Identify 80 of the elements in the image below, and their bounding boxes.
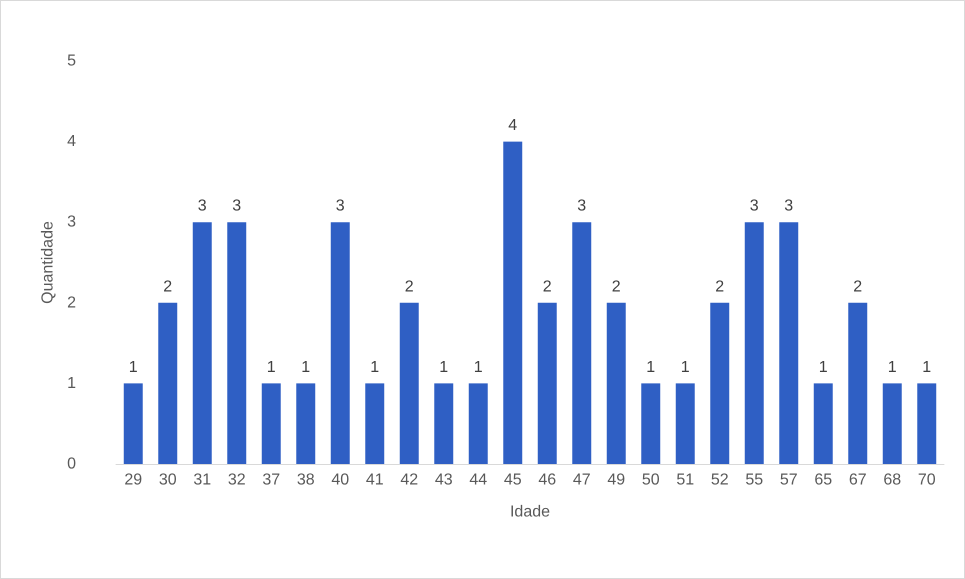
x-tick-label: 37 [262, 472, 280, 488]
x-tick-label: 32 [228, 472, 246, 488]
data-label: 1 [301, 358, 310, 376]
bar [882, 383, 902, 464]
x-tick-label: 31 [193, 472, 212, 488]
x-tick-label: 49 [607, 472, 626, 488]
bar [538, 302, 557, 464]
bar [572, 222, 592, 464]
data-label: 1 [922, 358, 932, 376]
data-label: 1 [888, 358, 897, 376]
y-tick-label: 4 [67, 133, 76, 150]
x-tick-label: 45 [504, 472, 522, 488]
bar [676, 383, 695, 464]
y-axis-title: Quantidade [40, 221, 57, 304]
data-label: 3 [336, 198, 345, 215]
data-label: 1 [439, 358, 448, 376]
x-tick-label: 47 [572, 472, 591, 488]
x-tick-label: 55 [745, 472, 764, 488]
x-tick-label: 51 [676, 472, 694, 488]
data-label: 1 [128, 358, 138, 376]
bar [503, 142, 522, 464]
data-label: 3 [784, 198, 794, 215]
data-label: 2 [715, 278, 724, 296]
x-tick-label: 57 [780, 472, 798, 488]
bar [262, 383, 281, 464]
bar [434, 383, 454, 464]
bar [296, 383, 316, 464]
data-label: 2 [542, 278, 552, 296]
x-tick-label: 46 [538, 472, 556, 488]
x-axis-title: Idade [510, 504, 550, 520]
data-label: 1 [266, 358, 276, 376]
bar [227, 222, 246, 464]
x-tick-label: 29 [124, 472, 142, 488]
bar [814, 383, 833, 464]
x-tick-label: 65 [814, 472, 832, 488]
x-tick-label: 44 [469, 472, 488, 488]
x-tick-label: 41 [366, 472, 384, 488]
y-tick-label: 2 [67, 294, 76, 312]
data-label: 3 [750, 198, 759, 215]
data-label: 1 [370, 358, 380, 376]
bar [124, 383, 143, 464]
bar [744, 222, 764, 464]
x-tick-label: 43 [434, 472, 453, 488]
bar [641, 383, 660, 464]
y-tick-label: 1 [67, 374, 76, 392]
bar [606, 302, 626, 464]
x-tick-label: 70 [918, 472, 936, 488]
data-label: 1 [818, 358, 828, 376]
x-tick-label: 30 [158, 472, 177, 488]
data-label: 2 [163, 278, 172, 296]
data-label: 3 [577, 198, 586, 215]
bar [468, 383, 488, 464]
bar [710, 302, 730, 464]
x-tick-label: 38 [296, 472, 315, 488]
x-tick-label: 40 [331, 472, 350, 488]
x-tick-label: 42 [400, 472, 418, 488]
bar [779, 222, 798, 464]
data-label: 2 [612, 278, 621, 296]
data-label: 3 [198, 198, 207, 215]
data-label: 4 [508, 117, 518, 134]
bar [848, 302, 868, 464]
data-label: 1 [474, 358, 483, 376]
data-label: 2 [404, 278, 414, 296]
data-label: 1 [646, 358, 656, 376]
bar [365, 383, 384, 464]
data-label: 3 [232, 198, 242, 215]
x-tick-label: 68 [883, 472, 902, 488]
x-tick-label: 52 [710, 472, 729, 488]
bar [158, 302, 178, 464]
y-tick-label: 0 [67, 456, 76, 472]
bar [192, 222, 212, 464]
x-tick-label: 67 [848, 472, 867, 488]
data-label: 1 [680, 358, 690, 376]
data-label: 2 [853, 278, 862, 296]
y-tick-label: 5 [67, 52, 76, 70]
x-tick-label: 50 [642, 472, 660, 488]
bar [917, 383, 936, 464]
y-tick-label: 3 [67, 214, 76, 231]
bar [330, 222, 350, 464]
bar [400, 302, 419, 464]
